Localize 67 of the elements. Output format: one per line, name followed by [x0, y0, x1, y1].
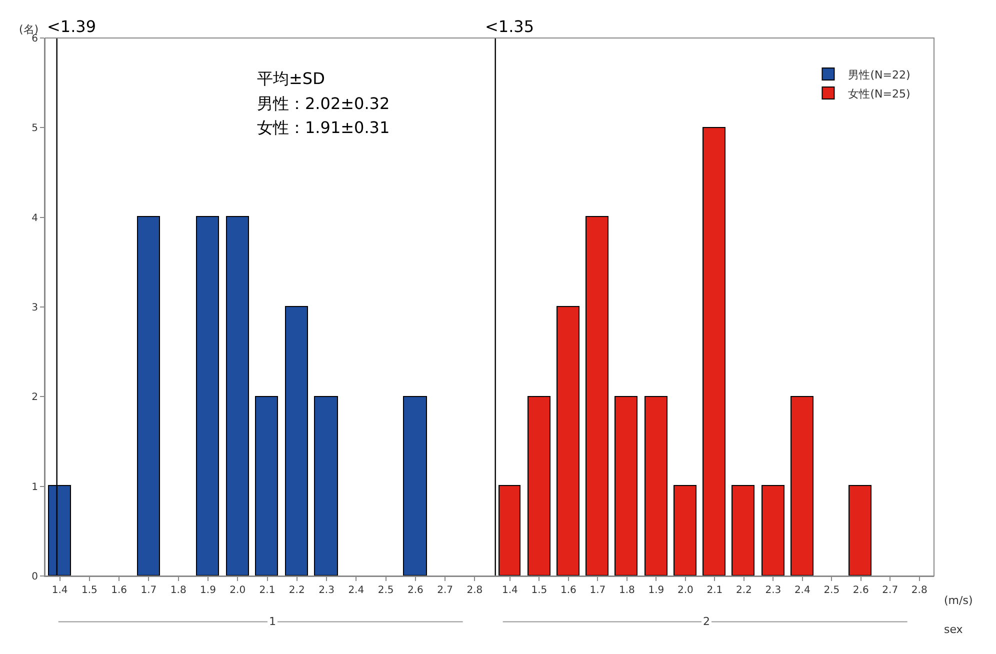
- x-tick-label: 2.4: [794, 585, 810, 596]
- x-tick-label: 2.0: [677, 585, 694, 596]
- x-tick-label: 2.1: [259, 585, 276, 596]
- x-tick-label: 1.9: [200, 585, 216, 596]
- x-tick-label: 1.9: [648, 585, 664, 596]
- bar: [403, 396, 427, 576]
- y-tick-label: 0: [32, 572, 38, 582]
- annotation: 女性：1.91±0.31: [257, 118, 390, 137]
- x-tick-label: 2.5: [378, 585, 394, 596]
- x-tick-label: 1.7: [140, 585, 157, 596]
- x-tick-label: 1.6: [560, 585, 576, 596]
- x-tick-label: 1.4: [52, 585, 68, 596]
- x-tick-label: 2.1: [706, 585, 723, 596]
- y-tick-label: 1: [32, 482, 38, 493]
- bar: [226, 216, 249, 576]
- x-tick-label: 2.8: [466, 585, 483, 596]
- bar: [586, 216, 608, 576]
- bar: [255, 396, 278, 576]
- x-tick-label: 2.7: [882, 585, 898, 596]
- y-tick-label: 4: [32, 212, 38, 224]
- bar: [556, 306, 580, 576]
- bar: [674, 485, 696, 576]
- x-tick-label: 2.7: [437, 585, 454, 596]
- bar: [137, 216, 160, 576]
- x-axis-title: 2: [703, 615, 710, 628]
- x-tick-label: 1.4: [502, 585, 518, 596]
- x-tick-label: 1.7: [590, 585, 606, 596]
- bar: [644, 396, 668, 576]
- bar: [196, 216, 219, 576]
- x-tick-label: 2.6: [852, 585, 869, 596]
- x-tick-label: 2.4: [348, 585, 364, 596]
- bar: [285, 306, 308, 576]
- x-tick-label: 2.3: [765, 585, 782, 596]
- bar: [732, 485, 754, 576]
- x-tick-label: 1.8: [618, 585, 635, 596]
- bar: [528, 396, 550, 576]
- bar: [314, 396, 338, 576]
- legend-label: 女性(N=25): [848, 87, 910, 100]
- x-tick-label: 1.5: [531, 585, 548, 596]
- x-tick-label: 2.0: [230, 585, 246, 596]
- x-tick-label: 2.2: [288, 585, 305, 596]
- annotation: 平均±SD: [257, 69, 325, 88]
- ref-line-label: <1.35: [485, 17, 534, 36]
- y-tick-label: 5: [32, 123, 38, 134]
- y-tick-label: 3: [32, 302, 38, 314]
- y-tick-label: 6: [32, 34, 38, 44]
- x-tick-label: 1.6: [111, 585, 128, 596]
- x-tick-label: 2.6: [407, 585, 424, 596]
- bar: [790, 396, 814, 576]
- text: (m/s): [944, 594, 973, 607]
- x-tick-label: 2.3: [318, 585, 334, 596]
- text: sex: [944, 623, 964, 636]
- bar: [498, 485, 520, 576]
- bar: [702, 127, 726, 576]
- bar: [848, 485, 872, 576]
- x-axis-title: 1: [269, 615, 276, 628]
- ref-line-label: <1.39: [47, 17, 96, 36]
- x-tick-label: 1.5: [81, 585, 98, 596]
- bar: [762, 485, 784, 576]
- x-tick-label: 1.8: [170, 585, 186, 596]
- annotation: 男性：2.02±0.32: [257, 94, 390, 113]
- y-tick-label: 2: [32, 392, 38, 404]
- bar: [614, 396, 638, 576]
- x-tick-label: 2.8: [911, 585, 928, 596]
- x-tick-label: 2.5: [824, 585, 840, 596]
- x-tick-label: 2.2: [736, 585, 752, 596]
- legend-label: 男性(N=22): [848, 68, 910, 82]
